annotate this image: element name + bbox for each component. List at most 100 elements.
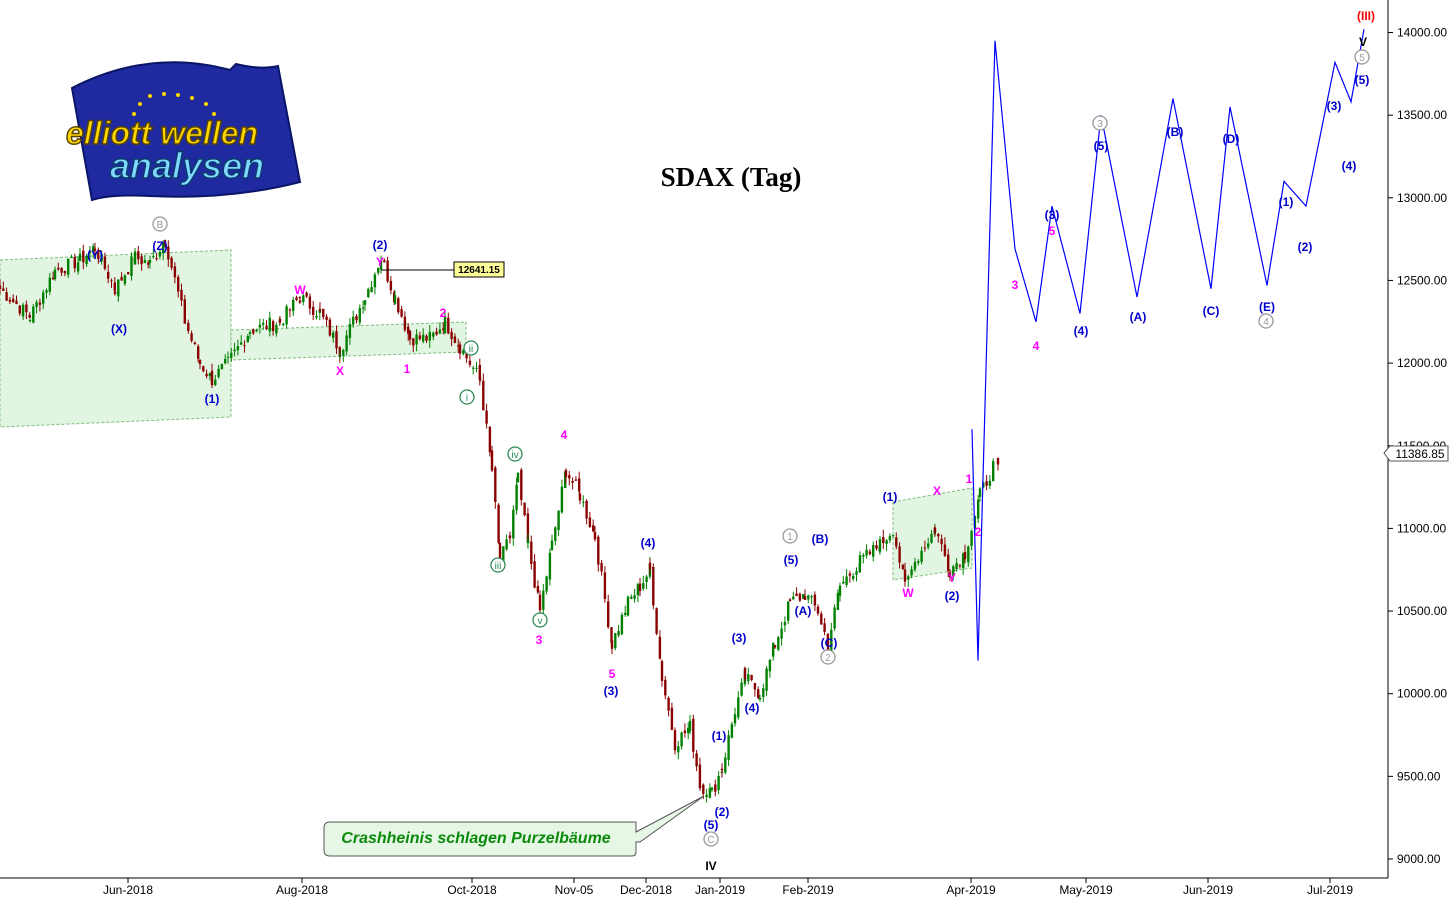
high-callout-label: 12641.15 bbox=[458, 265, 500, 276]
candle-body bbox=[332, 332, 335, 338]
candle-body bbox=[952, 566, 955, 577]
candle-body bbox=[210, 370, 214, 386]
wave-label: 5 bbox=[1049, 224, 1056, 238]
candle-body bbox=[335, 331, 338, 349]
wave-label: (Z) bbox=[152, 239, 167, 253]
wave-label: (D) bbox=[1223, 132, 1240, 146]
candle-body bbox=[348, 324, 352, 339]
candle-body bbox=[472, 367, 475, 369]
candle-body bbox=[42, 292, 45, 304]
wave-label-circle bbox=[490, 557, 506, 573]
wave-label: 3 bbox=[1012, 278, 1019, 292]
last-price-marker: 11386.85 bbox=[1383, 445, 1449, 462]
candle-body bbox=[996, 457, 1000, 465]
wave-label: C bbox=[707, 835, 714, 846]
wave-label: IV bbox=[705, 859, 716, 873]
wave-label: (2) bbox=[373, 238, 388, 252]
candle-body bbox=[862, 554, 865, 557]
candle-body bbox=[773, 645, 777, 648]
wave-label: 1 bbox=[404, 362, 411, 376]
candle-body bbox=[475, 367, 478, 369]
candle-body bbox=[523, 502, 526, 516]
candle-body bbox=[795, 593, 798, 597]
candle-body bbox=[220, 364, 224, 369]
candle-body bbox=[214, 379, 217, 386]
candle-body bbox=[740, 682, 743, 696]
wave-label: (E) bbox=[1259, 300, 1275, 314]
candle-body bbox=[490, 450, 494, 471]
candle-body bbox=[298, 296, 301, 298]
wave-label: (3) bbox=[732, 631, 747, 645]
candle-body bbox=[488, 426, 492, 453]
candle-body bbox=[123, 275, 127, 284]
candle-body bbox=[901, 564, 905, 570]
candle-body bbox=[163, 239, 167, 246]
candle-body bbox=[780, 628, 783, 639]
candle-body bbox=[298, 300, 302, 303]
candle-body bbox=[415, 334, 418, 345]
candle-body bbox=[97, 250, 100, 260]
candle-body bbox=[988, 480, 992, 486]
candle-body bbox=[516, 472, 520, 483]
candle-body bbox=[292, 299, 295, 312]
wave-label: iv bbox=[511, 450, 518, 461]
candle-body bbox=[702, 784, 705, 794]
candle-body bbox=[803, 596, 807, 600]
candle-body bbox=[322, 308, 325, 318]
candle-body bbox=[140, 256, 143, 265]
candle-body bbox=[485, 410, 488, 424]
candle-body bbox=[130, 256, 133, 277]
candle-body bbox=[717, 775, 720, 791]
candle-body bbox=[28, 314, 31, 318]
candle-body bbox=[564, 470, 568, 478]
candle-body bbox=[783, 621, 787, 626]
candle-body bbox=[582, 501, 585, 503]
candle-body bbox=[386, 260, 389, 282]
candle-body bbox=[208, 373, 212, 377]
candle-body bbox=[412, 338, 415, 346]
candle-body bbox=[82, 250, 85, 263]
candle-body bbox=[73, 257, 76, 269]
candle-body bbox=[830, 629, 833, 651]
wave-label: 3 bbox=[1097, 119, 1103, 130]
candle-body bbox=[940, 538, 943, 545]
wave-label: (A) bbox=[795, 604, 812, 618]
candle-body bbox=[683, 730, 687, 734]
candle-body bbox=[393, 295, 397, 304]
candle-body bbox=[903, 569, 907, 582]
candle-body bbox=[361, 307, 365, 309]
candle-body bbox=[190, 333, 193, 341]
candle-body bbox=[943, 544, 947, 556]
candle-body bbox=[530, 541, 533, 565]
x-tick-label: Feb-2019 bbox=[782, 883, 834, 897]
chart-title: SDAX (Tag) bbox=[661, 162, 802, 192]
candle-body bbox=[117, 279, 120, 297]
candle-body bbox=[275, 324, 278, 334]
candle-body bbox=[158, 251, 162, 257]
wave-label: (2) bbox=[1298, 240, 1313, 254]
candle-body bbox=[373, 274, 377, 288]
candle-body bbox=[677, 746, 680, 753]
candle-body bbox=[180, 289, 183, 301]
candle-body bbox=[872, 545, 875, 557]
wave-label-circle bbox=[459, 389, 475, 405]
candle-body bbox=[655, 608, 658, 634]
candle-body bbox=[70, 256, 73, 258]
candle-body bbox=[12, 298, 15, 302]
candle-body bbox=[177, 276, 180, 292]
candle-body bbox=[318, 309, 322, 311]
candle-body bbox=[720, 768, 724, 771]
candle-body bbox=[948, 572, 952, 578]
candle-body bbox=[977, 499, 980, 519]
candle-body bbox=[913, 562, 917, 569]
candle-body bbox=[617, 631, 620, 636]
candle-body bbox=[512, 509, 515, 539]
x-tick-label: Jan-2019 bbox=[695, 883, 745, 897]
y-tick-label: 13500.00 bbox=[1397, 108, 1447, 122]
candle-body bbox=[183, 321, 187, 323]
candle-body bbox=[868, 551, 872, 555]
candle-body bbox=[497, 504, 500, 543]
candle-body bbox=[593, 532, 597, 540]
channel-band-0 bbox=[0, 249, 232, 428]
candle-body bbox=[710, 787, 714, 790]
